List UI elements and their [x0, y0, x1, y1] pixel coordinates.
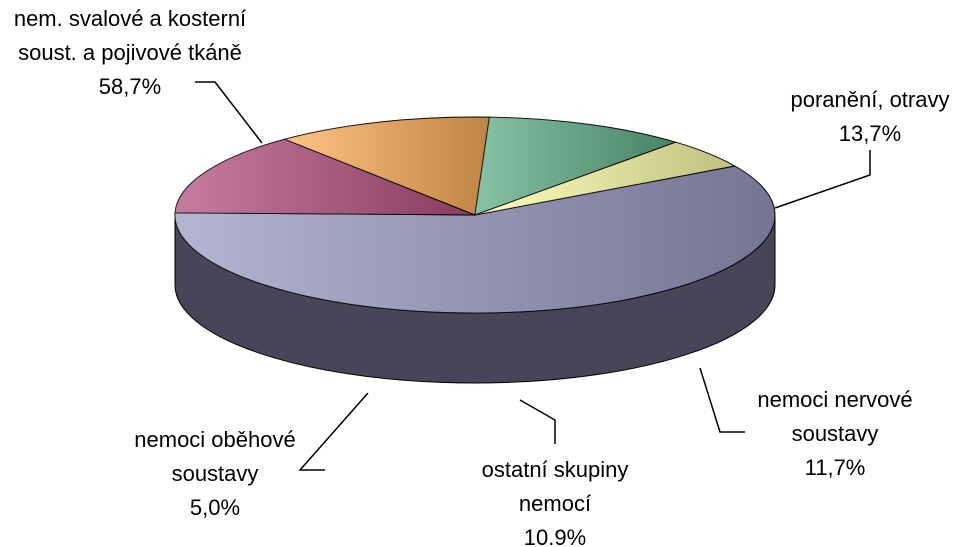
slice-shade [284, 116, 490, 215]
category-name: nem. svalové a kosterní soust. a pojivov… [13, 6, 247, 65]
category-name: nemoci oběhové soustavy [134, 427, 296, 486]
slice-shade [174, 166, 776, 313]
slice-label: nemoci nervové soustavy 11,7% [745, 383, 925, 485]
slice-shade [475, 117, 676, 215]
leader-line [774, 150, 871, 209]
slice-label: nem. svalové a kosterní soust. a pojivov… [10, 2, 250, 104]
slice-label: poranění, otravy 13,7% [760, 83, 963, 151]
value-label: 10.9% [523, 525, 587, 547]
value-label: 11,7% [804, 455, 866, 480]
category-name: poranění, otravy [790, 87, 950, 112]
value-label: 5,0% [189, 495, 241, 520]
slice-label: nemoci oběhové soustavy 5,0% [125, 423, 305, 525]
category-name: ostatní skupiny nemocí [481, 457, 629, 516]
value-label: 58,7% [98, 74, 162, 99]
slice-shade [475, 142, 735, 215]
slice-shade [175, 139, 476, 215]
category-name: nemoci nervové soustavy [757, 387, 913, 446]
leader-line [298, 392, 369, 471]
value-label: 13,7% [838, 121, 902, 146]
leader-line [519, 399, 556, 444]
slice-label: ostatní skupiny nemocí 10.9% [460, 453, 650, 547]
leader-line [195, 81, 263, 144]
leader-line [699, 367, 745, 433]
